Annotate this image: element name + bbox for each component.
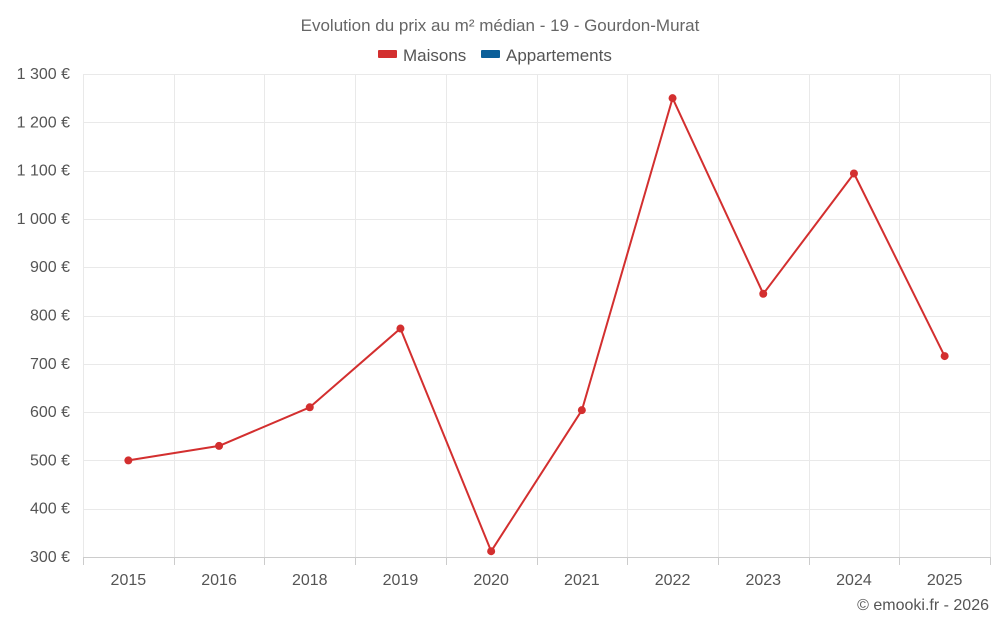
x-axis: 2015 2016 2018 2019 2020 2021 2022 2023 2024 2025 [83, 557, 991, 589]
data-point-maisons-2024[interactable] [849, 169, 858, 178]
data-point-maisons-2025[interactable] [940, 352, 949, 361]
y-tick-label: 1 200 € [17, 114, 70, 131]
x-tick-label: 2015 [111, 572, 147, 589]
y-tick-label: 1 100 € [17, 163, 70, 180]
x-tick-label: 2025 [927, 572, 963, 589]
data-point-maisons-2022[interactable] [668, 94, 677, 103]
series-line-maisons [128, 97, 946, 553]
legend-label-appartements: Appartements [506, 46, 612, 65]
x-tick-label: 2021 [564, 572, 600, 589]
y-axis: 300 € 400 € 500 € 600 € 700 € 800 € 900 € 1 000… [17, 66, 70, 566]
y-tick-label: 1 300 € [17, 66, 70, 83]
credit: © emooki.fr - 2026 [857, 597, 989, 614]
x-tick-label: 2018 [292, 572, 328, 589]
x-tick-label: 2016 [201, 572, 237, 589]
x-tick-label: 2020 [473, 572, 509, 589]
y-tick-label: 300 € [30, 549, 70, 566]
y-tick-label: 800 € [30, 308, 70, 325]
data-point-maisons-2020[interactable] [487, 547, 496, 556]
legend-swatch-appartements [481, 50, 500, 58]
y-tick-label: 1 000 € [17, 211, 70, 228]
legend-item-appartements[interactable]: Appartements [481, 46, 612, 65]
x-tick-label: 2024 [836, 572, 872, 589]
data-point-maisons-2023[interactable] [759, 289, 768, 298]
x-tick-label: 2019 [383, 572, 419, 589]
y-tick-label: 700 € [30, 356, 70, 373]
series-maisons [124, 94, 949, 556]
data-point-maisons-2018[interactable] [305, 403, 314, 412]
grid [83, 74, 991, 557]
legend-swatch-maisons [378, 50, 397, 58]
data-point-maisons-2015[interactable] [124, 456, 133, 465]
legend-label-maisons: Maisons [403, 46, 466, 65]
chart-title: Evolution du prix au m² médian - 19 - Go… [301, 16, 700, 35]
legend: Maisons Appartements [378, 46, 612, 65]
x-tick-label: 2022 [655, 572, 691, 589]
y-tick-label: 500 € [30, 452, 70, 469]
data-point-maisons-2019[interactable] [396, 324, 405, 333]
data-point-maisons-2021[interactable] [577, 406, 586, 415]
x-tick-label: 2023 [745, 572, 781, 589]
y-tick-label: 400 € [30, 501, 70, 518]
data-point-maisons-2016[interactable] [215, 441, 224, 450]
y-tick-label: 600 € [30, 404, 70, 421]
legend-item-maisons[interactable]: Maisons [378, 46, 466, 65]
y-tick-label: 900 € [30, 259, 70, 276]
